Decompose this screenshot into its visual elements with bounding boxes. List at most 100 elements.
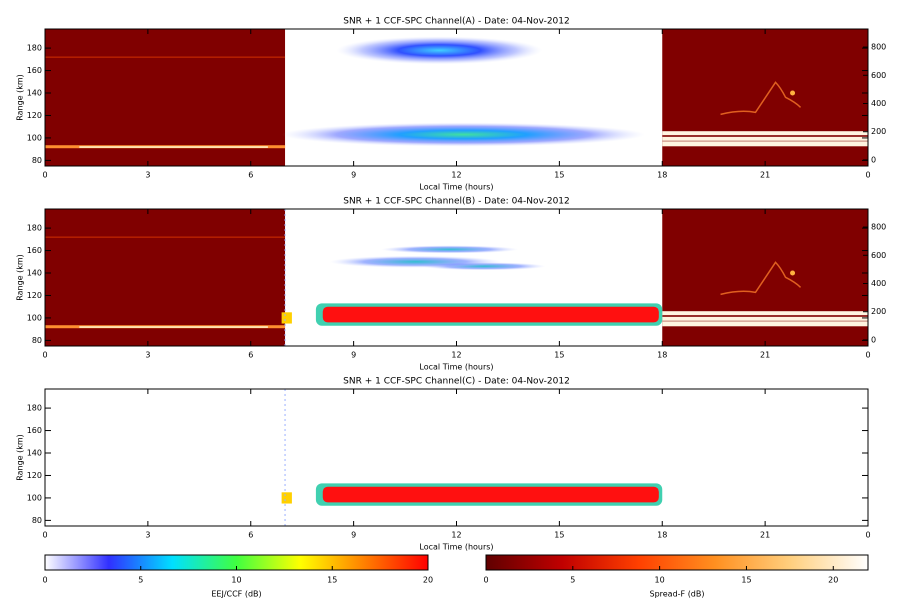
echo-band <box>662 141 868 147</box>
y-tick-label: 120 <box>27 111 42 120</box>
colorbar-label: EEJ/CCF (dB) <box>211 590 261 599</box>
x-tick-label: 9 <box>351 531 356 540</box>
colorbar-tick-label: 0 <box>42 576 47 585</box>
colorbar-tick-label: 20 <box>828 576 838 585</box>
colorbar-tick-label: 10 <box>231 576 241 585</box>
y-tick-label: 180 <box>27 224 42 233</box>
y2-tick-label: 200 <box>871 127 886 136</box>
panel-title: SNR + 1 CCF-SPC Channel(C) - Date: 04-No… <box>343 377 570 387</box>
echo <box>281 122 646 147</box>
x-axis-label: Local Time (hours) <box>419 363 493 372</box>
x-tick-label: 15 <box>554 531 564 540</box>
plume <box>720 81 802 116</box>
y2-tick-label: 0 <box>871 335 876 344</box>
y2-tick-label: 200 <box>871 307 886 316</box>
x-tick-label: 0 <box>865 351 870 360</box>
y2-tick-label: 400 <box>871 279 886 288</box>
x-tick-label: 21 <box>760 531 770 540</box>
y-tick-label: 160 <box>27 246 42 255</box>
y-tick-label: 100 <box>27 493 42 502</box>
echo <box>381 245 519 254</box>
x-tick-label: 12 <box>451 171 461 180</box>
x-tick-label: 0 <box>42 531 47 540</box>
y-tick-label: 140 <box>27 89 42 98</box>
y-axis-label: Range (km) <box>16 254 25 301</box>
colorbar-tick-label: 5 <box>138 576 143 585</box>
y2-tick-label: 600 <box>871 251 886 260</box>
x-tick-label: 15 <box>554 351 564 360</box>
panel-title: SNR + 1 CCF-SPC Channel(B) - Date: 04-No… <box>343 197 570 207</box>
x-tick-label: 3 <box>145 171 150 180</box>
y-axis-label: Range (km) <box>16 74 25 121</box>
x-tick-label: 3 <box>145 351 150 360</box>
plume <box>720 261 802 296</box>
x-tick-label: 18 <box>657 171 667 180</box>
x-tick-label: 0 <box>42 171 47 180</box>
echo <box>329 255 502 268</box>
x-tick-label: 21 <box>760 351 770 360</box>
x-tick-label: 0 <box>865 531 870 540</box>
echo-band <box>662 316 868 321</box>
spread-f-region <box>45 29 286 166</box>
x-tick-label: 0 <box>865 171 870 180</box>
x-tick-label: 3 <box>145 531 150 540</box>
colorbar-tick-label: 0 <box>483 576 488 585</box>
colorbar-tick-label: 15 <box>741 576 751 585</box>
echo-core <box>322 306 659 323</box>
colorbar-label: Spread-F (dB) <box>649 590 704 599</box>
colorbar-tick-label: 20 <box>423 576 433 585</box>
plume <box>790 270 796 276</box>
x-tick-label: 18 <box>657 351 667 360</box>
y-tick-label: 80 <box>32 516 42 525</box>
heatmap <box>281 389 663 526</box>
echo-line <box>79 146 268 148</box>
y-tick-label: 160 <box>27 66 42 75</box>
y2-tick-label: 600 <box>871 71 886 80</box>
panel-title: SNR + 1 CCF-SPC Channel(A) - Date: 04-No… <box>343 17 570 27</box>
y-tick-label: 80 <box>32 336 42 345</box>
y2-tick-label: 0 <box>871 155 876 164</box>
x-axis-label: Local Time (hours) <box>419 183 493 192</box>
x-tick-label: 21 <box>760 171 770 180</box>
y-tick-label: 140 <box>27 269 42 278</box>
colorbar-tick-label: 5 <box>570 576 575 585</box>
y-axis-label: Range (km) <box>16 434 25 481</box>
y-tick-label: 160 <box>27 426 42 435</box>
y2-tick-label: 800 <box>871 223 886 232</box>
x-tick-label: 6 <box>248 351 253 360</box>
echo-band <box>662 131 868 136</box>
y-tick-label: 120 <box>27 471 42 480</box>
heatmap <box>45 209 868 346</box>
x-tick-label: 12 <box>451 351 461 360</box>
colorbar <box>485 554 869 571</box>
echo-core <box>322 486 659 503</box>
x-tick-label: 12 <box>451 531 461 540</box>
echo <box>281 492 292 504</box>
x-tick-label: 6 <box>248 171 253 180</box>
echo-band <box>662 321 868 327</box>
y-tick-label: 100 <box>27 133 42 142</box>
echo-line <box>79 326 268 328</box>
y2-tick-label: 800 <box>871 43 886 52</box>
plume <box>790 90 796 96</box>
colorbar-tick-label: 15 <box>327 576 337 585</box>
x-tick-label: 9 <box>351 351 356 360</box>
y-tick-label: 80 <box>32 156 42 165</box>
x-tick-label: 9 <box>351 171 356 180</box>
y-tick-label: 100 <box>27 313 42 322</box>
y2-tick-label: 400 <box>871 99 886 108</box>
echo <box>281 312 292 324</box>
y-tick-label: 180 <box>27 44 42 53</box>
echo <box>336 36 543 65</box>
x-tick-label: 6 <box>248 531 253 540</box>
x-tick-label: 18 <box>657 531 667 540</box>
y-tick-label: 180 <box>27 404 42 413</box>
colorbar-tick-label: 10 <box>655 576 665 585</box>
echo-band <box>662 136 868 141</box>
heatmap <box>45 29 868 166</box>
x-tick-label: 0 <box>42 351 47 360</box>
x-axis-label: Local Time (hours) <box>419 543 493 552</box>
echo-band <box>662 311 868 316</box>
x-tick-label: 15 <box>554 171 564 180</box>
